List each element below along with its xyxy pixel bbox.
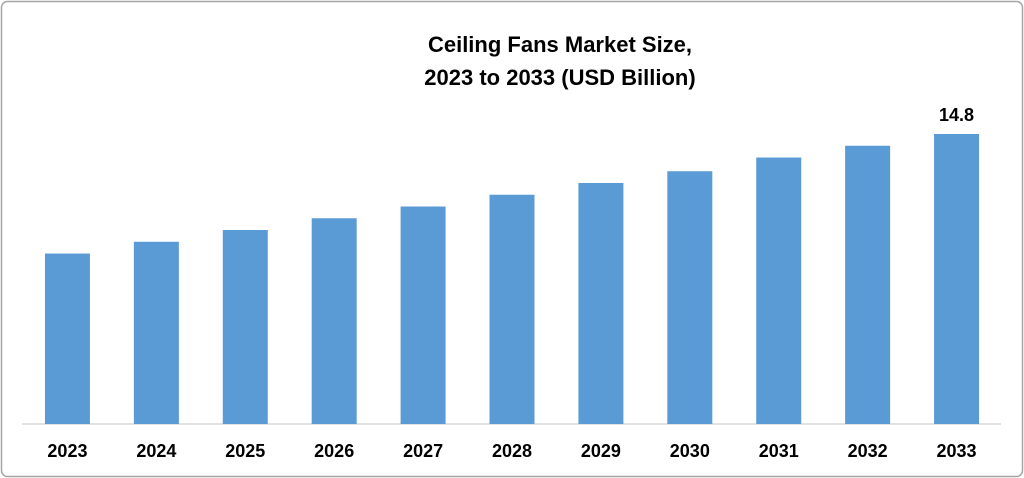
bar [400,206,446,424]
bar [934,134,980,424]
x-tick-label: 2031 [759,441,799,461]
bar [489,194,535,424]
x-tick-label: 2026 [314,441,354,461]
bar [756,157,802,424]
x-tick-label: 2025 [225,441,265,461]
bar [845,145,891,424]
x-tick-label: 2030 [670,441,710,461]
bar [44,253,90,424]
bar [311,218,357,424]
x-tick-label: 2033 [937,441,977,461]
bar [133,241,179,424]
chart-title: 2023 to 2033 (USD Billion) [424,65,695,90]
x-tick-label: 2024 [136,441,176,461]
x-tick-label: 2023 [47,441,87,461]
bar [667,171,713,424]
x-tick-label: 2029 [581,441,621,461]
data-label: 14.8 [939,105,974,125]
x-tick-label: 2032 [848,441,888,461]
x-tick-label: 2028 [492,441,532,461]
bar [222,230,268,424]
chart-title: Ceiling Fans Market Size, [428,32,692,57]
bar [578,182,624,424]
x-tick-label: 2027 [403,441,443,461]
